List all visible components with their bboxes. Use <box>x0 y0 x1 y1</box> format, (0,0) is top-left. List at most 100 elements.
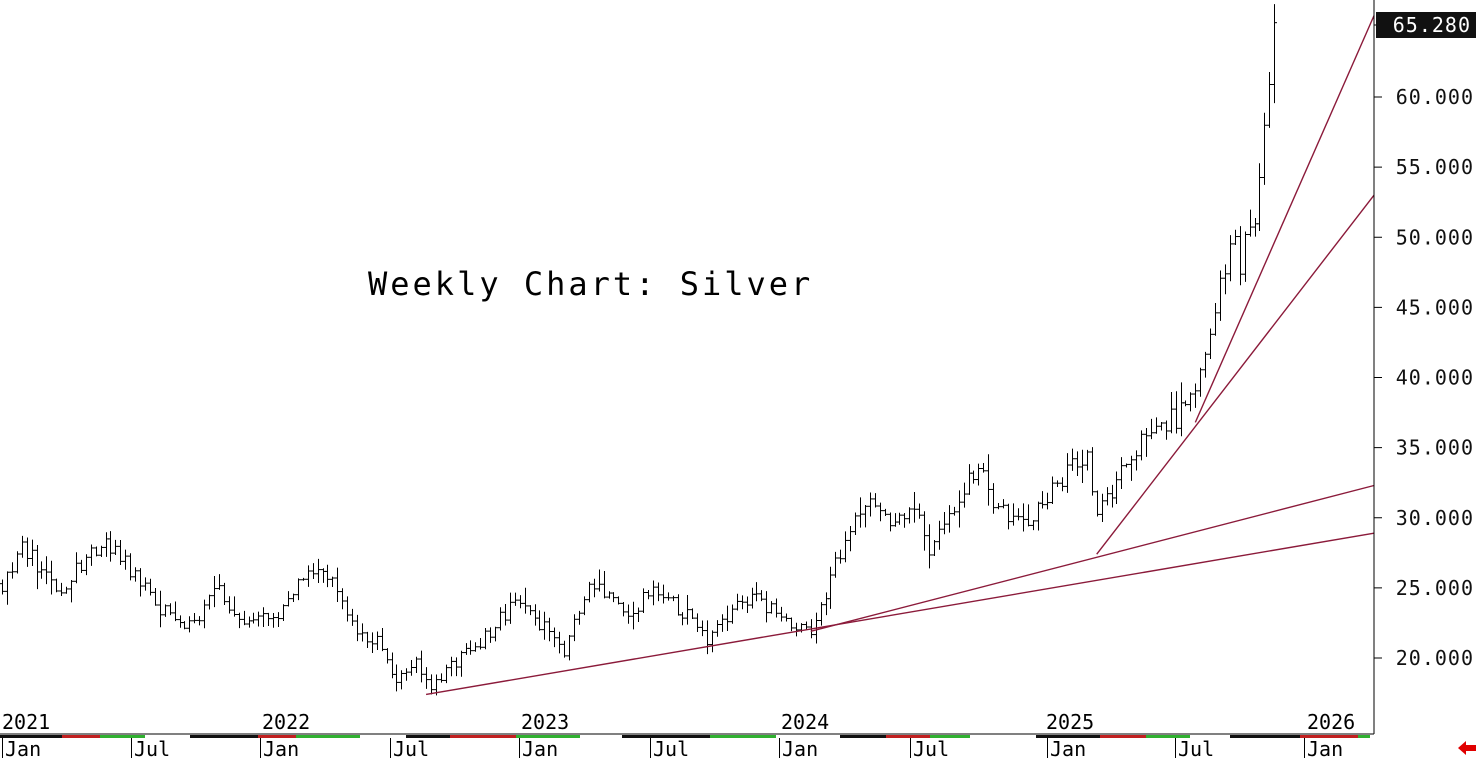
ohlc-bar <box>611 592 616 603</box>
ohlc-bar <box>444 664 449 684</box>
ohlc-bar <box>296 578 301 601</box>
ohlc-bar <box>1159 421 1164 431</box>
ohlc-bar <box>720 614 725 632</box>
ohlc-bar <box>394 664 399 692</box>
ohlc-bar <box>897 512 902 525</box>
ohlc-bar <box>902 512 907 528</box>
ohlc-bar <box>690 608 695 620</box>
ohlc-bar <box>49 560 54 595</box>
ohlc-bar <box>483 627 488 650</box>
ohlc-bar <box>306 565 311 587</box>
ohlc-bar <box>232 596 237 617</box>
ohlc-bar <box>345 596 350 622</box>
ohlc-bar <box>330 576 335 587</box>
ohlc-bar <box>547 617 552 642</box>
ohlc-bar <box>671 595 676 602</box>
ohlc-bar <box>1243 231 1248 282</box>
time-strip-segment <box>516 735 580 738</box>
y-tick-label: 40.000 <box>1396 366 1474 390</box>
time-strip-segment <box>840 735 886 738</box>
ohlc-bar <box>286 591 291 607</box>
ohlc-bar <box>597 569 602 592</box>
ohlc-bar <box>128 553 133 581</box>
ohlc-bar <box>340 588 345 610</box>
time-strip-segment <box>580 735 622 738</box>
ohlc-bar <box>957 490 962 528</box>
ohlc-bar <box>1075 451 1080 477</box>
ohlc-bar <box>1144 427 1149 457</box>
ohlc-bar <box>572 614 577 642</box>
trendline-4[interactable] <box>1194 15 1375 423</box>
ohlc-bar <box>503 603 508 626</box>
ohlc-bar <box>108 531 113 562</box>
trendline-3[interactable] <box>1096 194 1375 555</box>
ohlc-bar <box>281 604 286 622</box>
month-labels: Jan Jul Jan Jul Jan Jul Jan Jul Jan Jul Jan <box>2 737 1343 761</box>
ohlc-bar <box>991 483 996 514</box>
ohlc-bar <box>59 582 64 597</box>
time-strip-segment <box>360 735 406 738</box>
ohlc-bar <box>123 549 128 570</box>
y-tick-label: 60.000 <box>1396 85 1474 109</box>
time-strip-segment <box>190 735 258 738</box>
ohlc-bar <box>912 492 917 523</box>
trendline-2[interactable] <box>810 484 1375 633</box>
ohlc-bar <box>251 612 256 624</box>
ohlc-bar <box>942 511 947 535</box>
ohlc-bar <box>513 592 518 606</box>
ohlc-bar <box>838 549 843 564</box>
ohlc-bar <box>202 599 207 629</box>
ohlc-bar <box>883 508 888 516</box>
y-tick-label: 45.000 <box>1396 295 1474 319</box>
ohlc-bar <box>552 627 557 648</box>
ohlc-bar <box>44 556 49 585</box>
left-arrow-icon[interactable] <box>1458 741 1476 755</box>
ohlc-bar <box>138 568 143 597</box>
ohlc-bar <box>20 535 25 558</box>
ohlc-bar <box>705 620 710 655</box>
ohlc-bar <box>468 640 473 655</box>
ohlc-bar <box>94 546 99 557</box>
ohlc-bar <box>454 657 459 677</box>
trendline-1[interactable] <box>425 532 1375 696</box>
year-labels: 2021 2022 2023 2024 2025 2026 <box>2 710 1355 734</box>
ohlc-bar <box>962 482 967 508</box>
ohlc-bar <box>1090 447 1095 496</box>
ohlc-bar <box>1198 367 1203 397</box>
ohlc-bar <box>434 674 439 696</box>
ohlc-bar <box>661 584 666 604</box>
ohlc-bar <box>1134 450 1139 471</box>
ohlc-bar <box>754 582 759 602</box>
ohlc-bar <box>759 590 764 602</box>
month-label: Jul <box>134 737 170 761</box>
ohlc-bar <box>1272 4 1277 104</box>
ohlc-bar <box>10 562 15 579</box>
ohlc-bar <box>1233 229 1238 245</box>
month-label: Jan <box>522 737 558 761</box>
ohlc-bar <box>626 604 631 624</box>
ohlc-bar <box>375 631 380 651</box>
ohlc-bar <box>311 563 316 579</box>
ohlc-bar <box>971 470 976 484</box>
ohlc-bar <box>1011 503 1016 526</box>
ohlc-bar <box>873 493 878 508</box>
time-strip-segment <box>258 735 296 738</box>
ohlc-bar <box>54 578 59 593</box>
ohlc-bar <box>981 463 986 473</box>
time-strip-segment <box>1358 735 1370 738</box>
ohlc-bar <box>1055 480 1060 487</box>
last-price-label: 65.280 <box>1393 13 1471 37</box>
ohlc-bar <box>735 593 740 611</box>
ohlc-bar <box>804 621 809 630</box>
ohlc-bar <box>276 612 281 628</box>
ohlc-bar <box>819 602 824 626</box>
ohlc-bar <box>715 620 720 637</box>
ohlc-bar <box>1100 493 1105 523</box>
ohlc-bar <box>39 561 44 579</box>
ohlc-bar <box>666 592 671 601</box>
ohlc-bar <box>1164 420 1169 440</box>
ohlc-bar <box>685 595 690 625</box>
ohlc-bar <box>937 520 942 550</box>
ohlc-bar <box>1149 418 1154 440</box>
